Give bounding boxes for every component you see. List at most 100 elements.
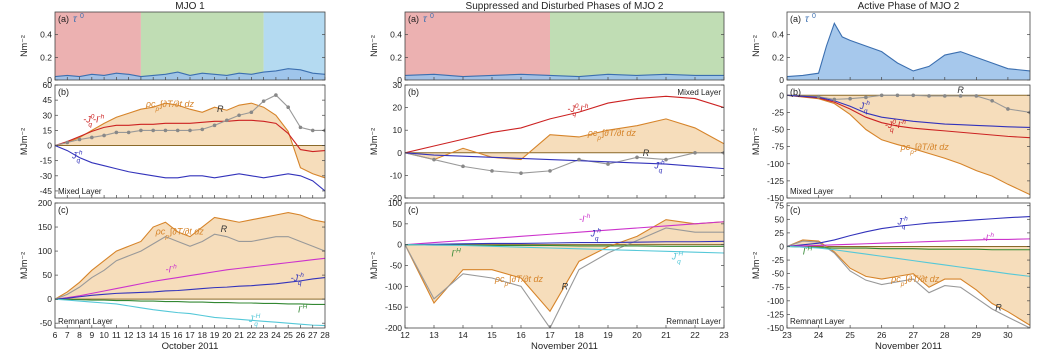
column-title: Suppressed and Disturbed Phases of MJO 2 <box>466 1 664 12</box>
y-tick-label: 30 <box>393 80 403 90</box>
tau-superscript: 0 <box>812 13 816 20</box>
data-point <box>1006 107 1010 111</box>
y-tick-label: -75 <box>772 282 785 292</box>
x-tick-label: 18 <box>574 330 584 340</box>
panel-label: (b) <box>790 87 801 97</box>
y-tick-label: -100 <box>767 296 784 306</box>
series-annotation: -J0 q-I-h <box>885 119 906 134</box>
series-line <box>55 298 325 305</box>
y-tick-label: 50 <box>775 214 785 224</box>
series-annotation: ρcp∫∂T/∂t dz <box>890 274 940 288</box>
panel-frame <box>404 11 725 81</box>
series-line <box>55 102 325 179</box>
y-axis-label: Nm⁻² <box>19 35 29 57</box>
y-tick-label: -50 <box>772 269 785 279</box>
x-tick-label: 19 <box>603 330 613 340</box>
series-annotation: ρcp∫∂T/∂t dz <box>587 128 637 142</box>
panel-label: (c) <box>790 205 801 215</box>
x-tick-label: 14 <box>148 330 158 340</box>
y-tick-label: 15 <box>43 125 53 135</box>
y-tick-label: 60 <box>43 80 53 90</box>
svg-text:ρcp∫∂T/∂t dz: ρcp∫∂T/∂t dz <box>494 274 544 288</box>
panel-label: (a) <box>408 14 419 24</box>
series-annotation: -J0 q-I-h <box>83 113 104 128</box>
panel-label: (b) <box>408 87 419 97</box>
y-tick-label: 10 <box>393 125 403 135</box>
panel-mjo2-suppressed-c: -200 -150 -100 -50 0 50 100 12 13 14 15 16 17 18 19 20 2… <box>369 198 729 340</box>
data-point <box>895 93 900 98</box>
data-point <box>577 157 581 162</box>
x-tick-label: 23 <box>719 330 729 340</box>
series-fill <box>55 103 325 178</box>
y-tick-label: -150 <box>767 193 784 203</box>
data-point <box>163 128 168 133</box>
series-annotation: ρcp∫∂T/∂t dz <box>155 226 205 240</box>
series-annotation: R <box>217 104 224 114</box>
panel-frame <box>786 202 1031 329</box>
x-tick-label: 28 <box>940 330 950 340</box>
data-point <box>864 95 868 100</box>
x-tick-label: 16 <box>173 330 183 340</box>
y-tick-label: -25 <box>772 255 785 265</box>
svg-text:R: R <box>957 85 964 95</box>
data-point <box>490 169 494 173</box>
y-tick-label: 20 <box>393 103 403 113</box>
y-tick-label: -150 <box>385 302 402 312</box>
svg-text:J-hq: J-h q <box>590 227 602 242</box>
y-tick-label: -50 <box>772 125 785 135</box>
y-tick-label: 0 <box>779 75 784 85</box>
panel-frame <box>404 84 725 199</box>
data-point <box>990 98 994 103</box>
data-point <box>461 164 465 169</box>
svg-text:J-Hq: J-H q <box>671 250 684 265</box>
data-point <box>693 151 697 155</box>
data-point <box>200 127 205 132</box>
tau-symbol: τ <box>423 14 428 25</box>
y-tick-label: 0 <box>47 294 52 304</box>
phase-band <box>55 12 141 80</box>
series-annotation: -J0 q-I-h <box>567 103 588 118</box>
y-tick-label: 100 <box>388 198 402 208</box>
svg-text:R: R <box>995 303 1002 313</box>
series-annotation: J-h q <box>896 216 908 231</box>
svg-text:-I-h: -I-h <box>579 213 591 224</box>
y-tick-label: -15 <box>40 156 53 166</box>
svg-text:I-H: I-H <box>451 247 461 258</box>
series-line <box>405 240 724 246</box>
panel-mjo1-a: 00.20.4Nm⁻²(a) τ 0 <box>19 11 326 85</box>
y-tick-label: -50 <box>390 261 403 271</box>
y-tick-label: 0.2 <box>390 52 402 62</box>
series-annotation: I-H <box>298 304 308 315</box>
tau-superscript: 0 <box>430 13 434 20</box>
series-fill <box>55 68 325 80</box>
layer-label: Mixed Layer <box>677 88 721 97</box>
svg-text:R: R <box>221 224 228 234</box>
y-tick-label: 0 <box>397 148 402 158</box>
series-annotation: -I-h <box>579 213 591 224</box>
svg-text:ρcp∫∂T/∂t dz: ρcp∫∂T/∂t dz <box>890 274 940 288</box>
data-point <box>927 94 931 98</box>
svg-text:-I-h: -I-h <box>983 232 995 243</box>
series-annotation: R <box>562 282 569 292</box>
data-point <box>274 93 278 97</box>
panel-mjo2-active-a: 00.20.4Nm⁻²(a) τ 0 <box>751 11 1031 85</box>
data-point <box>606 162 610 166</box>
svg-text:-I-h: -I-h <box>165 264 177 275</box>
y-axis-label: MJm⁻² <box>751 252 761 279</box>
x-tick-label: 18 <box>198 330 208 340</box>
data-point <box>249 110 254 115</box>
data-point <box>225 118 229 123</box>
series-fill <box>787 239 1030 326</box>
series-line <box>405 152 724 170</box>
x-tick-label: 27 <box>308 330 318 340</box>
series-line <box>787 22 1030 78</box>
y-tick-label: 0.4 <box>772 30 784 40</box>
y-axis-label: MJm⁻² <box>19 252 29 279</box>
data-point <box>958 94 963 98</box>
data-point <box>286 105 290 109</box>
tau-symbol: τ <box>805 14 810 25</box>
svg-text:J-hq: J-h q <box>653 160 665 175</box>
x-tick-label: 27 <box>908 330 918 340</box>
panel-frame <box>786 11 1031 81</box>
svg-text:ρcp∫∂T/∂t dz: ρcp∫∂T/∂t dz <box>155 226 205 240</box>
